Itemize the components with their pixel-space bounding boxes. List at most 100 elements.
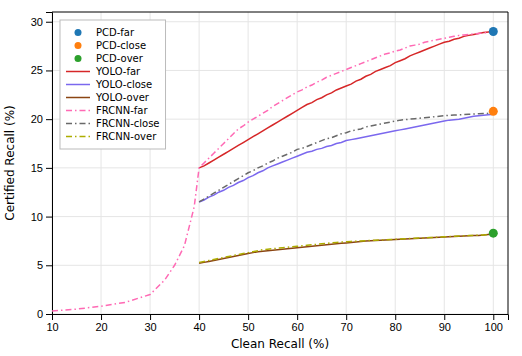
x-tick-label: 30 [144, 321, 156, 333]
legend-label: YOLO-far [95, 66, 141, 77]
chart-svg: 102030405060708090100051015202530PCD-far… [0, 0, 522, 356]
y-tick-mark [46, 22, 52, 23]
series-line [199, 31, 493, 167]
series-point [489, 107, 498, 116]
x-tick-mark [248, 314, 249, 320]
legend-label: FRCNN-over [96, 131, 157, 142]
legend-box [60, 20, 166, 149]
x-tick: 10 [46, 314, 58, 333]
x-tick: 20 [95, 314, 107, 333]
x-tick-mark [297, 314, 298, 320]
y-grid-line [52, 265, 508, 266]
y-tick: 20 [31, 113, 52, 125]
legend-item: PCD-over [75, 53, 144, 64]
x-tick-label: 10 [46, 321, 58, 333]
x-tick-label: 40 [193, 321, 205, 333]
x-tick: 100 [485, 314, 503, 333]
x-tick-mark [395, 314, 396, 320]
x-grid-line [199, 12, 200, 314]
legend-item: PCD-close [75, 40, 147, 51]
x-tick-mark [346, 314, 347, 320]
x-tick-mark [101, 314, 102, 320]
legend-item: YOLO-over [66, 92, 150, 103]
x-tick-mark [493, 314, 494, 320]
frame-right [508, 12, 509, 314]
x-tick-label: 60 [292, 321, 304, 333]
series-line [52, 32, 493, 311]
legend-label: PCD-close [96, 40, 146, 51]
x-tick: 30 [144, 314, 156, 333]
x-tick-mark [444, 314, 445, 320]
x-tick-label: 80 [390, 321, 402, 333]
legend-swatch [66, 123, 90, 125]
y-tick-label: 10 [31, 211, 43, 223]
plot-area: 102030405060708090100051015202530PCD-far… [31, 12, 509, 333]
x-tick: 60 [292, 314, 304, 333]
x-tick-label: 50 [243, 321, 255, 333]
legend-label: YOLO-over [95, 92, 150, 103]
y-grid-line [52, 167, 508, 168]
y-tick: 0 [37, 308, 52, 320]
series-line [199, 114, 493, 202]
y-axis-line [46, 13, 53, 315]
legend-swatch [66, 84, 90, 86]
x-grid-line [444, 12, 445, 314]
x-tick-mark [199, 314, 200, 320]
legend-swatch [66, 71, 90, 73]
legend-item: YOLO-close [66, 79, 152, 90]
legend-item: FRCNN-close [66, 118, 160, 129]
x-axis-line [53, 315, 509, 321]
series-point [489, 229, 498, 238]
legend: PCD-far PCD-close PCD-over YOLO-far YOLO-clo… [60, 20, 166, 149]
series-point [489, 27, 498, 36]
y-tick: 10 [31, 211, 52, 223]
x-tick: 80 [390, 314, 402, 333]
legend-swatch [75, 55, 82, 62]
legend-label: FRCNN-far [96, 105, 148, 116]
x-tick-label: 20 [95, 321, 107, 333]
y-axis-title: Certified Recall (%) [3, 105, 17, 221]
legend-label: PCD-far [96, 27, 135, 38]
y-tick-mark [46, 314, 52, 315]
x-tick-label: 70 [341, 321, 353, 333]
series-line [199, 113, 493, 202]
frame-top [52, 12, 508, 13]
y-tick-label: 30 [31, 16, 43, 28]
legend-item: YOLO-far [66, 66, 141, 77]
x-grid-line [248, 12, 249, 314]
x-grid-line [395, 12, 396, 314]
data-marks [52, 27, 498, 311]
grid [52, 12, 508, 314]
y-grid-line [52, 216, 508, 217]
legend-item: FRCNN-far [66, 105, 148, 116]
x-tick-label: 100 [485, 321, 503, 333]
y-tick-mark [46, 168, 52, 169]
y-tick: 25 [31, 64, 52, 76]
legend-label: YOLO-close [95, 79, 152, 90]
y-tick-label: 25 [31, 64, 43, 76]
legend-swatch [66, 136, 90, 138]
x-tick: 50 [243, 314, 255, 333]
y-tick: 30 [31, 16, 52, 28]
y-tick-mark [46, 265, 52, 266]
legend-swatch [75, 42, 82, 49]
legend-label: FRCNN-close [96, 118, 160, 129]
legend-item: PCD-far [75, 27, 135, 38]
y-tick-label: 20 [31, 113, 43, 125]
x-tick-mark [150, 314, 151, 320]
x-axis: 10 20 30 40 50 60 70 80 90 100 [46, 314, 508, 333]
x-grid-line [297, 12, 298, 314]
x-grid-line [346, 12, 347, 314]
x-axis-title: Clean Recall (%) [231, 337, 329, 351]
legend-item: FRCNN-over [66, 131, 157, 142]
x-tick-label: 90 [439, 321, 451, 333]
series-line [199, 234, 493, 263]
legend-swatch [66, 110, 90, 112]
y-tick-mark [46, 119, 52, 120]
x-grid-line [493, 12, 494, 314]
legend-swatch [75, 29, 82, 36]
y-tick-mark [46, 217, 52, 218]
y-tick-label: 0 [37, 308, 43, 320]
x-tick: 70 [341, 314, 353, 333]
y-tick-mark [46, 70, 52, 71]
